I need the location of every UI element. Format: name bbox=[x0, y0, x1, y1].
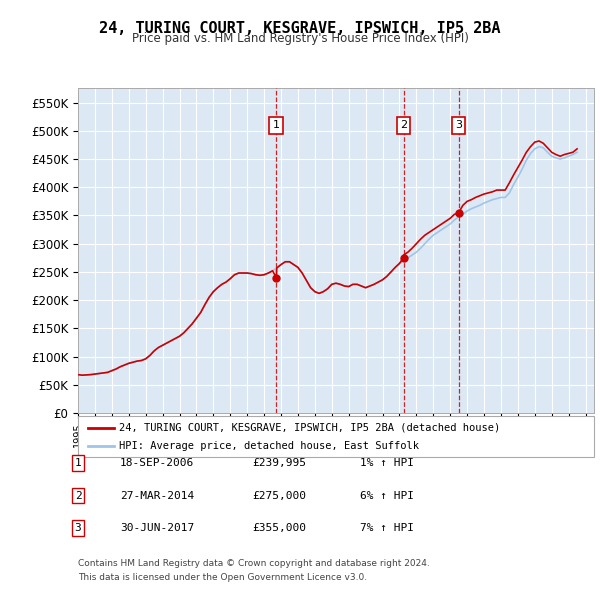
FancyBboxPatch shape bbox=[78, 416, 594, 457]
Text: £355,000: £355,000 bbox=[252, 523, 306, 533]
Text: £239,995: £239,995 bbox=[252, 458, 306, 468]
Text: 3: 3 bbox=[74, 523, 82, 533]
Text: 1% ↑ HPI: 1% ↑ HPI bbox=[360, 458, 414, 468]
Text: 2: 2 bbox=[74, 491, 82, 500]
Text: 2: 2 bbox=[400, 120, 407, 130]
Text: 1: 1 bbox=[74, 458, 82, 468]
Text: 24, TURING COURT, KESGRAVE, IPSWICH, IP5 2BA (detached house): 24, TURING COURT, KESGRAVE, IPSWICH, IP5… bbox=[119, 422, 500, 432]
Text: 24, TURING COURT, KESGRAVE, IPSWICH, IP5 2BA: 24, TURING COURT, KESGRAVE, IPSWICH, IP5… bbox=[99, 21, 501, 35]
Text: HPI: Average price, detached house, East Suffolk: HPI: Average price, detached house, East… bbox=[119, 441, 419, 451]
Text: 30-JUN-2017: 30-JUN-2017 bbox=[120, 523, 194, 533]
Text: 1: 1 bbox=[273, 120, 280, 130]
Text: 18-SEP-2006: 18-SEP-2006 bbox=[120, 458, 194, 468]
Text: Price paid vs. HM Land Registry's House Price Index (HPI): Price paid vs. HM Land Registry's House … bbox=[131, 32, 469, 45]
Text: 27-MAR-2014: 27-MAR-2014 bbox=[120, 491, 194, 500]
Text: £275,000: £275,000 bbox=[252, 491, 306, 500]
Text: 6% ↑ HPI: 6% ↑ HPI bbox=[360, 491, 414, 500]
Text: Contains HM Land Registry data © Crown copyright and database right 2024.: Contains HM Land Registry data © Crown c… bbox=[78, 559, 430, 568]
Text: 3: 3 bbox=[455, 120, 462, 130]
Text: This data is licensed under the Open Government Licence v3.0.: This data is licensed under the Open Gov… bbox=[78, 572, 367, 582]
Text: 7% ↑ HPI: 7% ↑ HPI bbox=[360, 523, 414, 533]
